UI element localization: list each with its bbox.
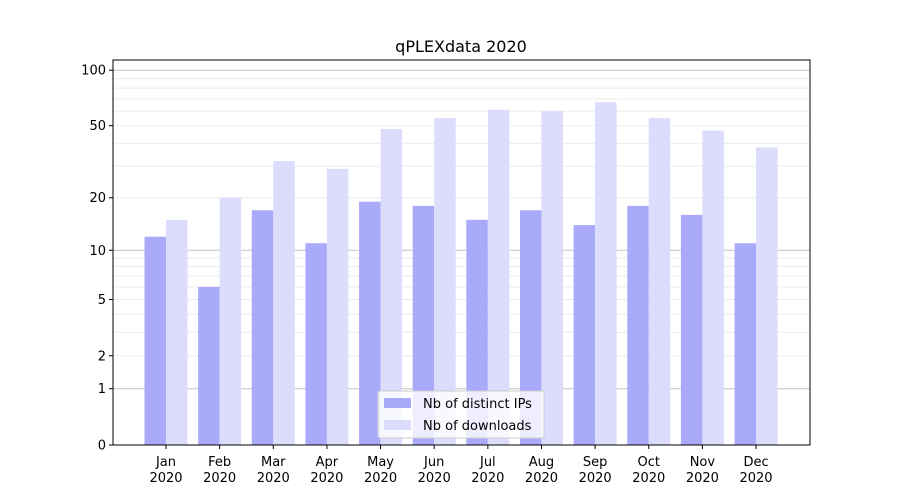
- bar-downloads: [487, 109, 510, 445]
- bar-downloads: [595, 102, 617, 445]
- x-tick-label: 2020: [739, 471, 772, 486]
- bar-distinct-ips: [680, 214, 703, 445]
- legend-swatch-ips: [384, 398, 411, 408]
- chart-title: qPLEXdata 2020: [395, 37, 527, 56]
- x-tick-label: Nov: [690, 455, 716, 470]
- bar-distinct-ips: [359, 201, 381, 445]
- bars: [144, 102, 778, 446]
- bar-distinct-ips: [251, 210, 274, 445]
- x-tick-label: Jan: [155, 455, 176, 470]
- bar-downloads: [434, 118, 456, 445]
- axes-frame: [112, 59, 811, 446]
- bar-distinct-ips: [144, 236, 166, 445]
- legend: Nb of distinct IPs Nb of downloads: [377, 390, 545, 439]
- x-tick-label: Apr: [316, 455, 339, 470]
- legend-box: [377, 390, 545, 439]
- x-tick-label: 2020: [632, 471, 665, 486]
- x-tick-label: Feb: [208, 455, 231, 470]
- y-tick-label: 5: [98, 293, 106, 308]
- x-tick-label: 2020: [203, 471, 236, 486]
- y-tick-label: 20: [89, 191, 106, 206]
- y-tick-label: 2: [98, 349, 106, 364]
- legend-label-downloads: Nb of downloads: [423, 419, 532, 434]
- bar-downloads: [326, 168, 349, 445]
- x-tick-label: Sep: [583, 455, 608, 470]
- y-tick-label: 100: [81, 64, 106, 79]
- x-tick-label: Dec: [743, 455, 768, 470]
- bar-distinct-ips: [466, 219, 488, 445]
- x-tick-label: 2020: [257, 471, 290, 486]
- bar-downloads: [219, 197, 242, 445]
- x-tick-label: 2020: [149, 471, 182, 486]
- bar-downloads: [648, 118, 671, 445]
- bar-distinct-ips: [734, 243, 757, 445]
- bar-distinct-ips: [627, 205, 649, 445]
- x-tick-label: Oct: [638, 455, 660, 470]
- bar-distinct-ips: [573, 225, 596, 445]
- x-tick-label: Jun: [423, 455, 444, 470]
- bar-distinct-ips: [519, 210, 542, 445]
- y-tick-label: 10: [89, 244, 106, 259]
- x-tick-label: Aug: [529, 455, 554, 470]
- bar-downloads: [541, 111, 563, 446]
- y-tick-label: 1: [98, 382, 106, 397]
- x-axis: Jan2020Feb2020Mar2020Apr2020May2020Jun20…: [149, 445, 773, 486]
- bar-downloads: [380, 128, 403, 445]
- y-axis: 0 1 2 5 10 20 50 100: [81, 64, 113, 454]
- bar-downloads: [756, 147, 778, 445]
- x-tick-label: Mar: [261, 455, 286, 470]
- x-tick-label: 2020: [579, 471, 612, 486]
- bar-downloads: [702, 130, 724, 445]
- x-tick-label: 2020: [525, 471, 558, 486]
- legend-swatch-downloads: [384, 420, 411, 430]
- bar-distinct-ips: [305, 243, 327, 445]
- x-tick-label: 2020: [364, 471, 397, 486]
- x-tick-label: 2020: [686, 471, 719, 486]
- y-tick-label: 50: [89, 119, 106, 134]
- y-tick-label: 0: [98, 439, 106, 454]
- bar-downloads: [166, 219, 188, 445]
- x-tick-label: 2020: [418, 471, 451, 486]
- x-tick-label: 2020: [471, 471, 504, 486]
- bar-distinct-ips: [198, 286, 220, 445]
- bar-distinct-ips: [412, 205, 435, 445]
- bar-downloads: [273, 161, 295, 445]
- x-tick-label: Jul: [479, 455, 496, 470]
- legend-label-ips: Nb of distinct IPs: [423, 397, 532, 412]
- x-tick-label: 2020: [310, 471, 343, 486]
- x-tick-label: May: [367, 455, 394, 470]
